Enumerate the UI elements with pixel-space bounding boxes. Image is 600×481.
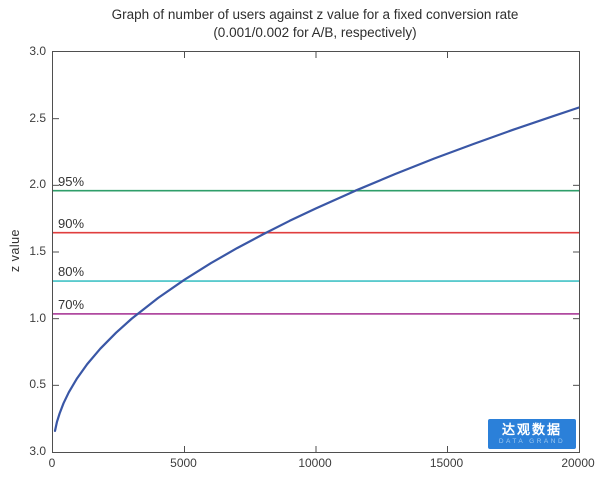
chart-title: Graph of number of users against z value… — [52, 6, 578, 42]
plot-area: 95% 90% 80% 70% 达观数据 DATA GRAND — [52, 51, 580, 453]
y-tick-label: 1.5 — [29, 244, 46, 258]
datagrand-watermark: 达观数据 DATA GRAND — [488, 419, 576, 449]
threshold-label: 95% — [58, 173, 85, 189]
y-tick-label: 2.5 — [29, 110, 46, 125]
y-tick-label: 2.0 — [29, 177, 46, 192]
y-tick-label: 1.0 — [29, 310, 46, 325]
x-tick-label: 10000 — [298, 456, 332, 470]
chart-title-line1: Graph of number of users against z value… — [111, 7, 519, 22]
watermark-en-text: DATA GRAND — [498, 438, 566, 445]
chart-title-line2: (0.001/0.002 for A/B, respectively) — [213, 25, 417, 40]
y-tick-label: 0.5 — [29, 377, 46, 392]
x-tick-label: 15000 — [429, 456, 464, 470]
x-tick-label: 5000 — [170, 456, 197, 470]
x-tick-label: 0 — [48, 456, 56, 470]
watermark-cn-text: 达观数据 — [501, 422, 562, 437]
threshold-label: 80% — [58, 264, 85, 280]
z-value-curve — [53, 106, 579, 432]
x-tick-label: 20000 — [561, 456, 595, 470]
plot-canvas — [53, 52, 579, 452]
y-tick-label: 3.0 — [29, 444, 46, 458]
y-tick-label: 3.0 — [29, 44, 46, 58]
threshold-label: 70% — [58, 296, 85, 312]
threshold-label: 90% — [58, 215, 85, 231]
